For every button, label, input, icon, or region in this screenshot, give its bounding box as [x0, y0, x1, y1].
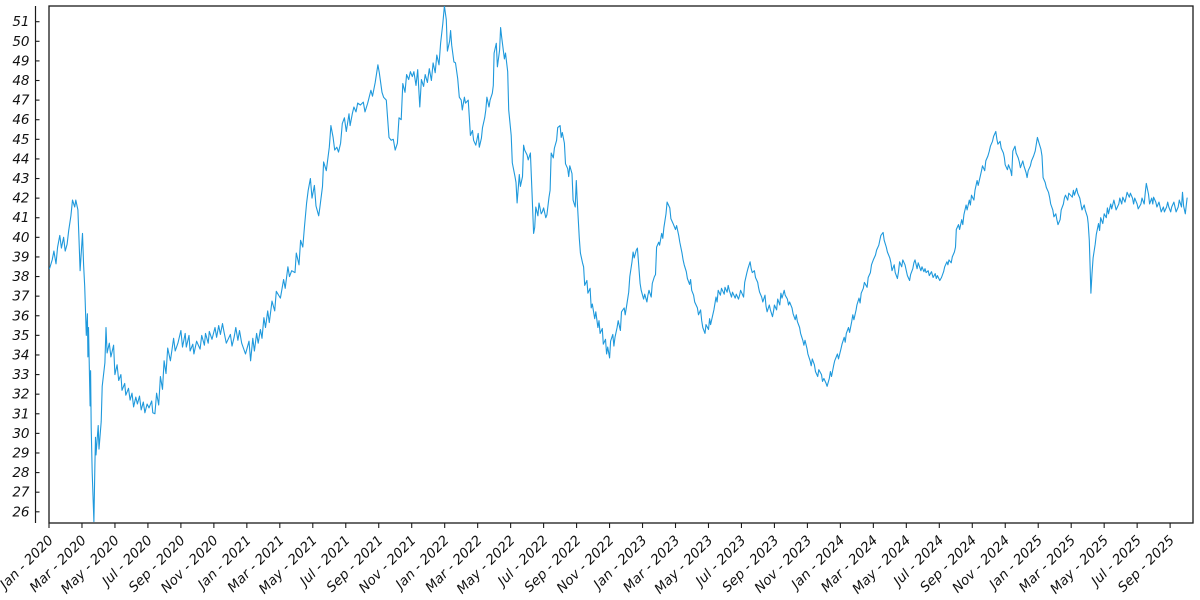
y-tick-label: 44 — [12, 151, 29, 167]
y-tick-label: 35 — [12, 328, 29, 344]
y-tick-label: 49 — [12, 53, 29, 69]
y-tick-label: 50 — [12, 34, 29, 50]
y-tick-label: 30 — [12, 426, 29, 442]
y-tick-label: 48 — [12, 73, 29, 89]
y-tick-label: 36 — [12, 308, 29, 324]
y-tick-label: 33 — [12, 367, 29, 383]
y-tick-label: 43 — [12, 171, 29, 187]
y-tick-label: 46 — [12, 112, 29, 128]
y-tick-label: 31 — [12, 406, 29, 422]
y-tick-label: 45 — [12, 132, 29, 148]
y-tick-label: 47 — [12, 93, 30, 109]
y-tick-label: 32 — [12, 387, 29, 403]
y-tick-label: 41 — [12, 210, 29, 226]
y-tick-label: 42 — [12, 191, 29, 207]
y-tick-label: 39 — [12, 249, 29, 265]
y-axis: 26 27 28 29 30 31 32 33 34 35 36 37 38 39 40 41 42 43 44 45… — [12, 6, 40, 523]
plot-border — [48, 5, 1194, 524]
price-line-series — [49, 6, 1188, 523]
y-tick-label: 34 — [12, 347, 29, 363]
y-tick-label: 51 — [12, 14, 29, 30]
y-tick-label: 29 — [12, 445, 29, 461]
y-tick-label: 40 — [12, 230, 29, 246]
y-tick-label: 37 — [12, 289, 30, 305]
y-tick-label: 26 — [12, 504, 29, 520]
y-tick-label: 28 — [12, 465, 29, 481]
y-tick-label: 27 — [12, 485, 30, 501]
y-tick-label: 38 — [12, 269, 29, 285]
